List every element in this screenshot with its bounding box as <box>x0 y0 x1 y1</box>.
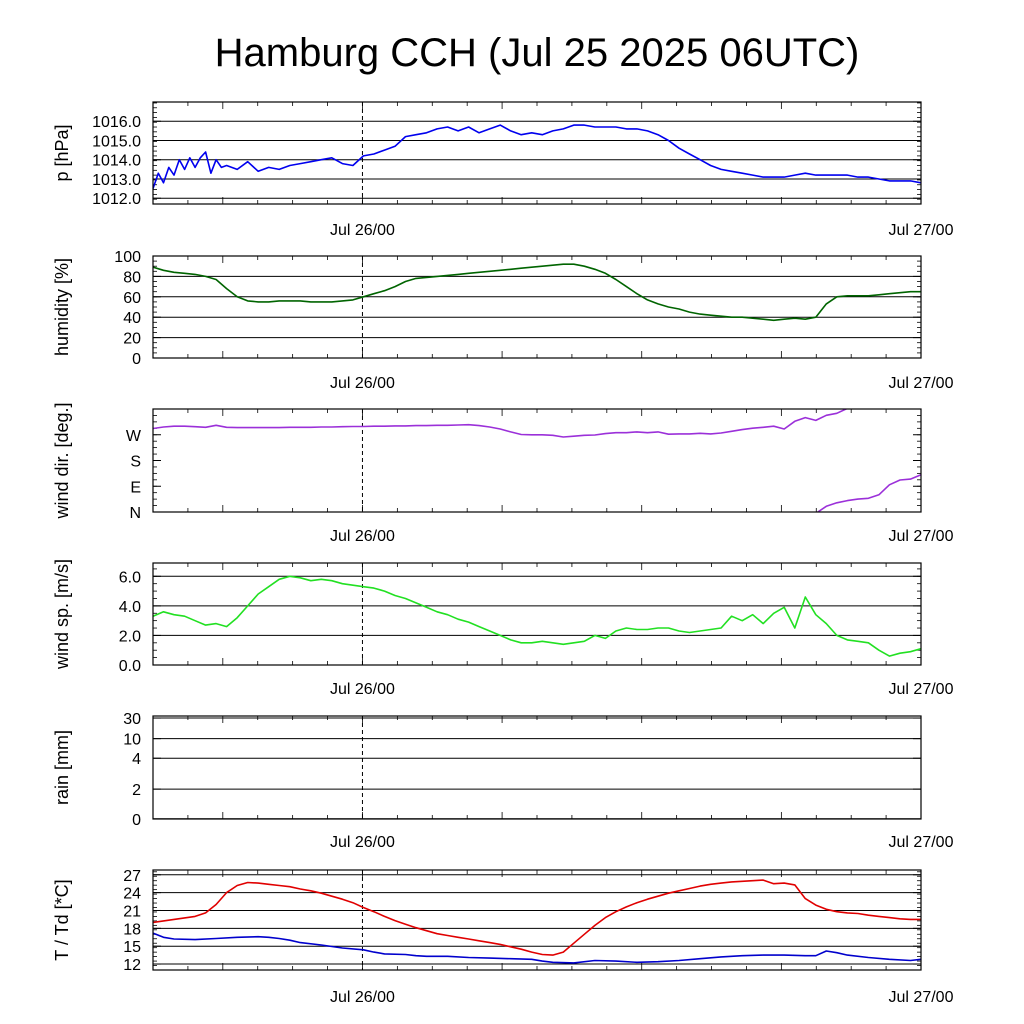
series-line-1 <box>153 879 921 956</box>
y-tick-label: 21 <box>123 903 141 920</box>
y-tick-label: 60 <box>123 290 141 307</box>
x-tick-label: Jul 27/00 <box>889 375 954 392</box>
y-axis-label: rain [mm] <box>52 730 72 805</box>
y-tick-label: N <box>129 505 141 522</box>
y-tick-label: 0 <box>132 812 141 829</box>
panel-5: 0 2 4 10 30 rain [mm] Jul 26/00 Jul 27/00 <box>52 711 954 851</box>
panel-1: 1012.0 1013.0 1014.0 1015.0 1016.0 p [hPa] Jul… <box>52 101 954 239</box>
y-tick-label: 15 <box>123 939 141 956</box>
y-tick-label: 27 <box>123 868 141 885</box>
y-tick-label: W <box>126 428 142 445</box>
series-line-1 <box>153 263 921 322</box>
panel-frame <box>152 408 922 513</box>
x-tick-label: Jul 27/00 <box>889 681 954 698</box>
x-tick-label: Jul 26/00 <box>330 834 395 851</box>
y-tick-label: 80 <box>123 269 141 286</box>
x-tick-label: Jul 27/00 <box>889 528 954 545</box>
panel-frame <box>152 869 922 971</box>
y-axis-label: p [hPa] <box>52 124 72 181</box>
x-tick-label: Jul 27/00 <box>889 834 954 851</box>
y-tick-label: 10 <box>123 732 141 749</box>
series-line-2 <box>816 474 921 512</box>
y-tick-label: 1013.0 <box>92 172 141 189</box>
panel-4: 0.0 2.0 4.0 6.0 wind sp. [m/s] Jul 26/00 Jul 2… <box>52 559 954 698</box>
y-axis-label: T / Td [*C] <box>52 879 72 960</box>
x-tick-label: Jul 27/00 <box>889 222 954 239</box>
y-tick-label: 1016.0 <box>92 114 141 131</box>
x-tick-label: Jul 26/00 <box>330 375 395 392</box>
series-line-1 <box>153 409 848 438</box>
panel-frame <box>152 715 922 820</box>
y-axis-label: wind dir. [deg.] <box>52 402 72 519</box>
panel-2: 0 20 40 60 80 100 humidity [%] Jul 26/00 Jul 27/… <box>52 249 954 392</box>
series-line-2 <box>153 932 921 964</box>
y-tick-label: S <box>130 454 141 471</box>
y-tick-label: 1012.0 <box>92 191 141 208</box>
x-tick-label: Jul 26/00 <box>330 681 395 698</box>
chart-title: Hamburg CCH (Jul 25 2025 06UTC) <box>215 31 860 75</box>
panel-frame <box>152 562 922 666</box>
panel-frame <box>152 255 922 359</box>
y-tick-label: 12 <box>123 957 141 974</box>
x-tick-label: Jul 26/00 <box>330 222 395 239</box>
x-tick-label: Jul 26/00 <box>330 528 395 545</box>
y-tick-label: 1015.0 <box>92 133 141 150</box>
x-tick-label: Jul 26/00 <box>330 989 395 1006</box>
x-tick-label: Jul 27/00 <box>889 989 954 1006</box>
y-tick-label: 0.0 <box>119 658 141 675</box>
y-tick-label: 0 <box>132 351 141 368</box>
y-tick-label: 40 <box>123 310 141 327</box>
y-tick-label: 24 <box>123 886 141 903</box>
y-tick-label: 4.0 <box>119 599 141 616</box>
y-axis-label: humidity [%] <box>52 258 72 356</box>
y-tick-label: 4 <box>132 751 141 768</box>
y-tick-label: 6.0 <box>119 569 141 586</box>
series-line-1 <box>153 575 921 657</box>
y-axis-label: wind sp. [m/s] <box>52 559 72 670</box>
y-tick-label: 30 <box>123 711 141 728</box>
y-tick-label: 1014.0 <box>92 153 141 170</box>
series-line-1 <box>153 124 921 189</box>
panels-group: 1012.0 1013.0 1014.0 1015.0 1016.0 p [hPa] Jul… <box>52 101 954 1006</box>
panel-frame <box>152 101 922 205</box>
y-tick-label: 2 <box>132 782 141 799</box>
y-tick-label: 2.0 <box>119 628 141 645</box>
y-tick-label: 100 <box>114 249 141 266</box>
y-tick-label: 20 <box>123 331 141 348</box>
y-tick-label: E <box>130 479 141 496</box>
y-tick-label: 18 <box>123 921 141 938</box>
